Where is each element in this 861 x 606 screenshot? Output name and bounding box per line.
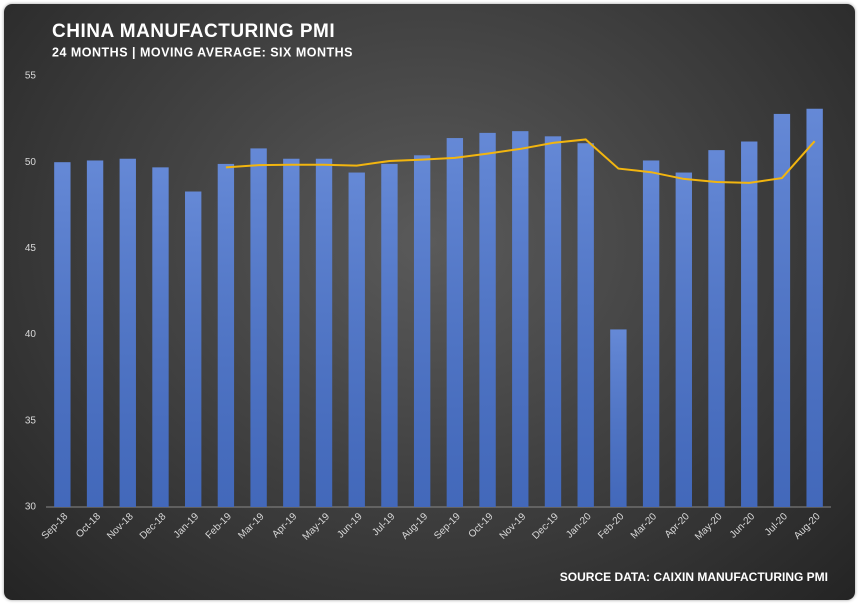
x-tick-label: May-19 xyxy=(301,511,333,543)
y-tick-label: 40 xyxy=(25,329,37,340)
bar-shade xyxy=(413,155,431,507)
bar-shade xyxy=(773,113,791,507)
x-tick-label: Mar-20 xyxy=(629,511,659,541)
x-tick-label: Apr-19 xyxy=(270,511,299,540)
bar-shade xyxy=(119,158,136,507)
x-tick-label: Nov-19 xyxy=(498,511,529,542)
x-tick-label: Oct-19 xyxy=(467,511,496,540)
x-tick-label: Jul-20 xyxy=(763,511,790,538)
bar-shade xyxy=(577,143,594,507)
bar-shade xyxy=(348,172,365,507)
x-tick-label: Jun-19 xyxy=(335,511,365,541)
x-tick-label: Dec-19 xyxy=(530,511,561,542)
chart-subtitle: 24 MONTHS | MOVING AVERAGE: SIX MONTHS xyxy=(52,45,353,59)
x-tick-label: Sep-18 xyxy=(40,511,71,542)
y-tick-label: 35 xyxy=(25,415,37,426)
bar-shade xyxy=(283,158,300,507)
chart: CHINA MANUFACTURING PMI 24 MONTHS | MOVI… xyxy=(25,21,831,584)
bar-shade xyxy=(610,329,627,507)
x-tick-label: Dec-18 xyxy=(138,511,169,542)
x-tick-label: Nov-18 xyxy=(105,511,136,542)
x-tick-label: Oct-18 xyxy=(74,511,103,540)
bar-shade xyxy=(381,163,398,507)
bar-shade xyxy=(86,160,104,507)
bar-shade xyxy=(315,158,333,507)
y-tick-label: 55 xyxy=(25,71,37,82)
x-tick-label: Aug-19 xyxy=(400,511,431,542)
y-tick-label: 50 xyxy=(25,157,37,168)
moving-average-line xyxy=(225,138,816,184)
bar-shade xyxy=(185,191,202,507)
bar-shade xyxy=(250,148,267,507)
y-tick-label: 30 xyxy=(25,502,37,513)
bar-shade xyxy=(152,167,169,507)
bar-shade xyxy=(544,136,562,507)
bar-shade xyxy=(479,132,496,507)
bar-shade xyxy=(642,160,660,507)
x-tick-label: Mar-19 xyxy=(236,511,266,541)
x-tick-label: Jul-19 xyxy=(370,511,397,538)
bar-shade xyxy=(741,141,758,507)
x-tick-label: Feb-20 xyxy=(596,511,626,541)
x-tick-label: Jun-20 xyxy=(728,511,758,541)
x-tick-label: Aug-20 xyxy=(792,511,823,542)
bar-shade xyxy=(708,150,725,507)
x-tick-label: Jan-19 xyxy=(172,511,202,541)
bar-shade xyxy=(512,131,529,507)
bar-shade xyxy=(806,108,823,508)
x-tick-label: Jan-20 xyxy=(564,511,594,541)
bar-shade xyxy=(217,163,235,507)
chart-title: CHINA MANUFACTURING PMI xyxy=(52,21,335,42)
source-note: SOURCE DATA: CAIXIN MANUFACTURING PMI xyxy=(560,570,828,584)
bar-shade xyxy=(675,172,692,507)
chart-frame: CHINA MANUFACTURING PMI 24 MONTHS | MOVI… xyxy=(4,4,855,600)
y-tick-label: 45 xyxy=(25,243,37,254)
bar-shade xyxy=(446,138,464,507)
x-tick-label: Sep-19 xyxy=(432,511,463,542)
x-tick-label: May-20 xyxy=(693,511,725,543)
x-tick-label: Apr-20 xyxy=(663,511,692,540)
x-tick-label: Feb-19 xyxy=(204,511,234,541)
bar-shade xyxy=(54,162,71,507)
